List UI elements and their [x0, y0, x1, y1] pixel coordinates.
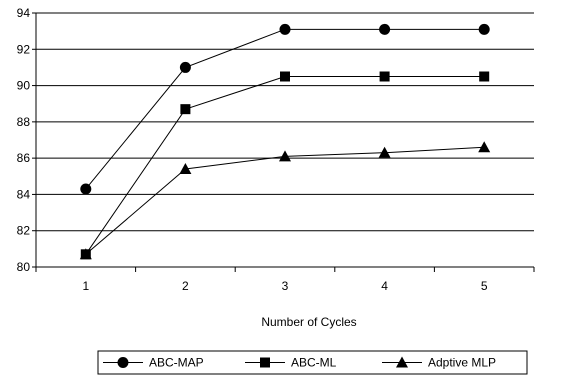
data-point	[279, 23, 291, 35]
x-axis-title: Number of Cycles	[261, 315, 356, 329]
y-tick-label: 84	[17, 187, 31, 201]
legend-item: ABC-MAP	[103, 356, 204, 370]
x-tick-label: 4	[381, 279, 388, 293]
series-line	[85, 76, 485, 255]
y-tick-label: 86	[17, 151, 31, 165]
y-tick-label: 82	[17, 224, 31, 238]
data-point	[478, 23, 490, 35]
legend: ABC-MAP ABC-ML Adptive MLP	[97, 350, 528, 375]
data-point	[478, 141, 491, 153]
data-point	[179, 163, 192, 175]
legend-marker	[396, 356, 408, 368]
x-tick-label: 3	[282, 279, 289, 293]
data-point	[479, 71, 490, 82]
data-point	[179, 61, 191, 73]
legend-item: ABC-ML	[245, 356, 337, 370]
legend-marker	[117, 357, 129, 368]
legend-box	[97, 350, 528, 375]
data-point	[378, 146, 391, 158]
y-tick-label: 90	[17, 79, 31, 93]
series-circle	[80, 23, 490, 195]
data-point	[379, 23, 391, 35]
y-tick-labels: 80 82 84 86 88 90 92 94	[17, 6, 31, 274]
legend-label: Adptive MLP	[428, 356, 496, 370]
x-tick-label: 1	[82, 279, 89, 293]
series-line	[85, 28, 485, 190]
data-point	[80, 183, 92, 195]
x-tick-labels: 1 2 3 4 5	[82, 279, 487, 293]
data-point	[280, 71, 290, 82]
y-tick-label: 94	[17, 6, 31, 20]
legend-item: Adptive MLP	[382, 356, 496, 370]
data-point	[379, 71, 390, 82]
y-tick-label: 80	[17, 260, 31, 274]
axes	[32, 12, 535, 272]
y-tick-label: 88	[17, 115, 31, 129]
series-triangle	[79, 141, 491, 260]
legend-label: ABC-MAP	[149, 356, 204, 370]
x-tick-label: 2	[182, 279, 189, 293]
gridlines	[36, 12, 534, 232]
series-line	[85, 146, 485, 255]
legend-label: ABC-ML	[291, 356, 337, 370]
data-point	[279, 150, 291, 162]
y-tick-label: 92	[17, 42, 31, 56]
data-point	[180, 104, 191, 115]
series-group	[79, 23, 491, 260]
legend-marker	[260, 357, 270, 368]
data-point	[79, 248, 92, 260]
x-tick-label: 5	[481, 279, 488, 293]
